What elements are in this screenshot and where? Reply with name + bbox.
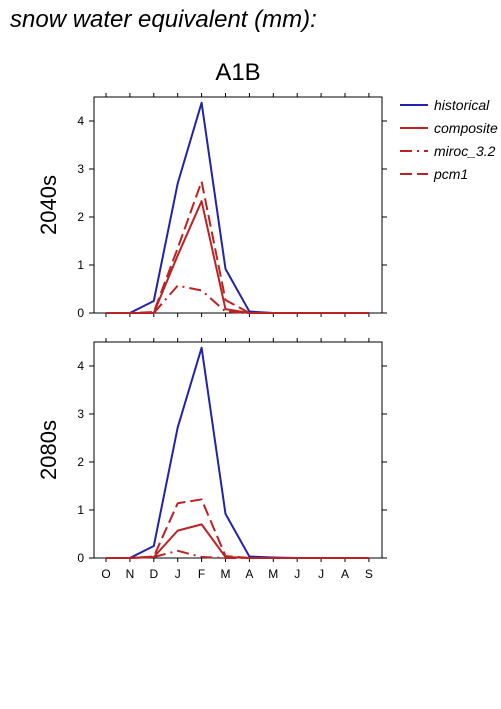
y-tick-label: 3 bbox=[77, 162, 84, 176]
y-tick-label: 4 bbox=[77, 359, 84, 373]
series-line-historical bbox=[106, 346, 369, 559]
x-tick-label: J bbox=[318, 567, 324, 581]
x-tick-label: M bbox=[268, 567, 278, 581]
y-tick-label: 2 bbox=[77, 455, 84, 469]
y-tick-label: 4 bbox=[77, 114, 84, 128]
x-tick-label: M bbox=[221, 567, 231, 581]
series-line-historical bbox=[106, 101, 369, 314]
x-tick-label: N bbox=[126, 567, 135, 581]
x-tick-label: D bbox=[149, 567, 158, 581]
x-tick-label: S bbox=[365, 567, 373, 581]
x-tick-label: A bbox=[341, 567, 349, 581]
legend: historical composite miroc_3.2 pcm1 bbox=[400, 97, 498, 182]
x-tick-label: F bbox=[198, 567, 205, 581]
x-tick-label: J bbox=[294, 567, 300, 581]
series-line-composite bbox=[106, 200, 369, 314]
y-tick-label: 2 bbox=[77, 210, 84, 224]
y-tick-label: 3 bbox=[77, 407, 84, 421]
legend-label: miroc_3.2 bbox=[434, 143, 496, 159]
legend-item: composite bbox=[400, 120, 498, 136]
legend-item: miroc_3.2 bbox=[400, 143, 496, 159]
x-tick-label: J bbox=[175, 567, 181, 581]
panel-label: 2040s bbox=[36, 175, 61, 235]
x-tick-label: A bbox=[245, 567, 253, 581]
x-tick-label: O bbox=[101, 567, 110, 581]
chart-title: A1B bbox=[215, 59, 260, 86]
legend-label: composite bbox=[434, 120, 498, 136]
legend-item: pcm1 bbox=[400, 166, 468, 182]
plot-frame bbox=[93, 341, 383, 559]
legend-label: historical bbox=[434, 97, 490, 113]
y-tick-label: 0 bbox=[77, 551, 84, 565]
y-tick-label: 1 bbox=[77, 503, 84, 517]
y-tick-label: 1 bbox=[77, 258, 84, 272]
panel-2040s: 0 1 2 3 4 2040s bbox=[36, 93, 387, 320]
series-line-pcm1 bbox=[106, 180, 369, 314]
series-line-pcm1 bbox=[106, 498, 369, 559]
plot-frame bbox=[93, 96, 383, 314]
panel-label: 2080s bbox=[36, 420, 61, 480]
page-title: snow water equivalent (mm): bbox=[10, 6, 317, 33]
y-tick-label: 0 bbox=[77, 306, 84, 320]
series-line-composite bbox=[106, 523, 369, 559]
legend-label: pcm1 bbox=[433, 166, 468, 182]
legend-item: historical bbox=[400, 97, 490, 113]
